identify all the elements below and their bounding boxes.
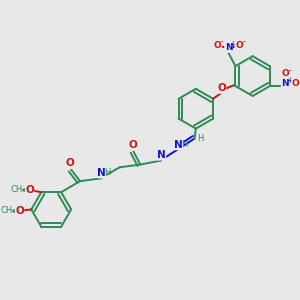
- Text: O: O: [128, 140, 137, 150]
- Text: N: N: [157, 150, 166, 160]
- Text: O: O: [292, 79, 299, 88]
- Text: O: O: [15, 206, 24, 216]
- Text: O: O: [25, 185, 34, 195]
- Text: H: H: [181, 140, 187, 149]
- Text: O: O: [235, 41, 243, 50]
- Text: +: +: [286, 76, 292, 85]
- Text: O: O: [217, 83, 226, 93]
- Text: -: -: [243, 38, 245, 46]
- Text: CH₃: CH₃: [1, 206, 16, 215]
- Text: -: -: [299, 75, 300, 84]
- Text: +: +: [230, 40, 236, 49]
- Text: N: N: [174, 140, 183, 150]
- Text: -: -: [221, 38, 224, 46]
- Text: O: O: [214, 41, 221, 50]
- Text: H: H: [103, 168, 110, 177]
- Text: N: N: [281, 79, 289, 88]
- Text: -: -: [289, 66, 291, 75]
- Text: N: N: [97, 168, 106, 178]
- Text: N: N: [225, 44, 232, 52]
- Text: H: H: [197, 134, 204, 143]
- Text: O: O: [281, 69, 289, 78]
- Text: O: O: [66, 158, 75, 169]
- Text: CH₃: CH₃: [11, 185, 26, 194]
